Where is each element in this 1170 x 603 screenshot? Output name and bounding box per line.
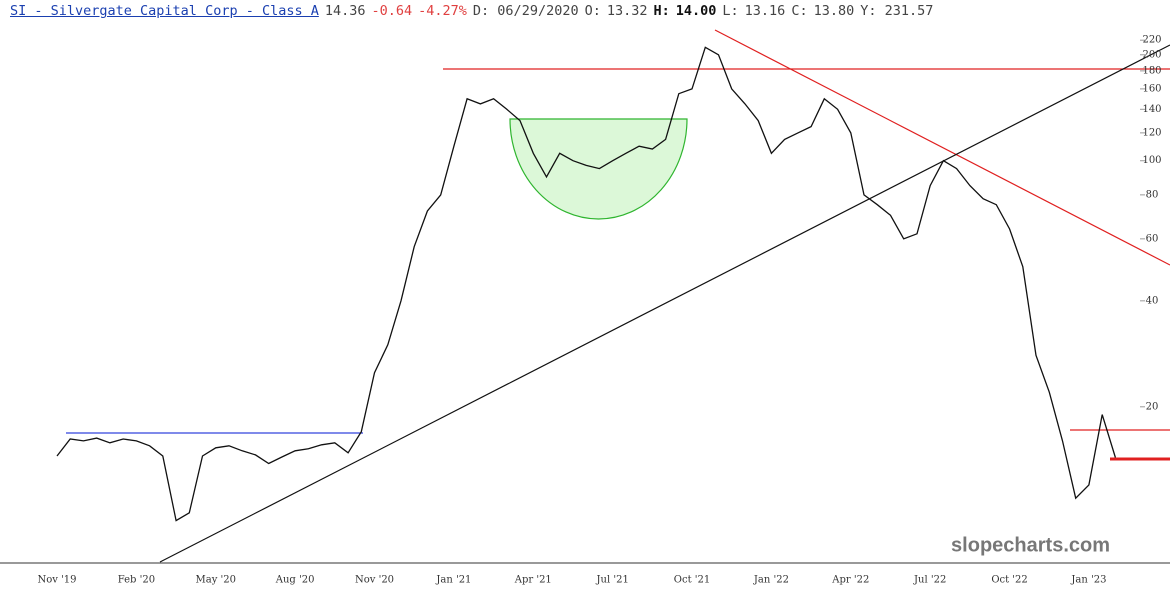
x-tick-label: Aug '20 bbox=[275, 575, 315, 586]
x-tick-label: Apr '21 bbox=[514, 575, 552, 586]
y-tick-label: 40 bbox=[1146, 295, 1159, 306]
low-label: L: bbox=[722, 3, 739, 19]
high: 14.00 bbox=[675, 3, 717, 19]
y-tick-label: 80 bbox=[1146, 189, 1159, 200]
change: -0.64 bbox=[371, 3, 413, 19]
last-price: 14.36 bbox=[324, 3, 366, 19]
y-tick-label: 180 bbox=[1142, 65, 1161, 76]
y-tick-label: 100 bbox=[1142, 155, 1161, 166]
x-tick-label: Jul '22 bbox=[913, 575, 946, 586]
y-tick-label: 160 bbox=[1142, 83, 1161, 94]
symbol-link[interactable]: SI - Silvergate Capital Corp - Class A bbox=[10, 3, 319, 19]
y-tick-label: 120 bbox=[1142, 127, 1161, 138]
open-label: O: bbox=[584, 3, 601, 19]
x-tick-label: Nov '20 bbox=[355, 575, 394, 586]
header: SI - Silvergate Capital Corp - Class A 14… bbox=[10, 3, 939, 19]
x-tick-label: Oct '21 bbox=[674, 575, 710, 586]
y-value: Y: 231.57 bbox=[860, 3, 934, 19]
date: D: 06/29/2020 bbox=[472, 3, 579, 19]
x-tick-label: Oct '22 bbox=[991, 575, 1027, 586]
close-label: C: bbox=[791, 3, 808, 19]
change-pct: -4.27% bbox=[418, 3, 467, 19]
y-tick-label: 220 bbox=[1142, 35, 1161, 46]
low: 13.16 bbox=[744, 3, 786, 19]
watermark: slopecharts.com bbox=[951, 534, 1110, 556]
high-label: H: bbox=[653, 3, 670, 19]
open: 13.32 bbox=[606, 3, 648, 19]
x-tick-label: May '20 bbox=[196, 575, 237, 586]
x-tick-label: Jan '21 bbox=[435, 575, 471, 586]
y-tick-label: 140 bbox=[1142, 104, 1161, 115]
x-tick-label: Feb '20 bbox=[118, 575, 155, 586]
close: 13.80 bbox=[813, 3, 855, 19]
x-tick-label: Jul '21 bbox=[596, 575, 629, 586]
x-tick-label: Apr '22 bbox=[831, 575, 869, 586]
y-tick-label: 20 bbox=[1146, 401, 1159, 412]
uptrend-line bbox=[159, 44, 1170, 563]
x-tick-label: Jan '22 bbox=[753, 575, 789, 586]
downtrend-line bbox=[714, 29, 1170, 266]
price-line bbox=[56, 46, 1117, 522]
y-tick-label: 200 bbox=[1142, 49, 1161, 60]
x-tick-label: Jan '23 bbox=[1070, 575, 1106, 586]
x-tick-label: Nov '19 bbox=[37, 575, 76, 586]
y-tick-label: 60 bbox=[1146, 233, 1159, 244]
